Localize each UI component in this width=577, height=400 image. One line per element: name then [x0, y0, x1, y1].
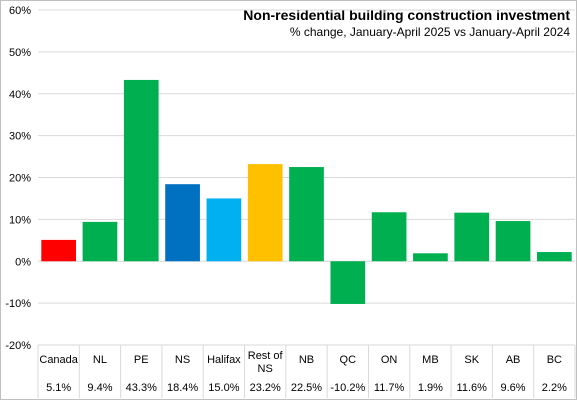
bar [247, 164, 283, 262]
bar [454, 212, 490, 262]
value-label: 9.6% [500, 382, 525, 394]
bar [536, 252, 572, 262]
bar [206, 198, 242, 262]
value-label: 1.9% [418, 382, 443, 394]
category-label: BC [547, 354, 562, 366]
y-tick-label: 0% [15, 256, 31, 268]
y-tick-label: 30% [9, 131, 31, 143]
category-label: Halifax [207, 354, 241, 366]
bar [289, 167, 324, 262]
category-label: NL [93, 354, 107, 366]
bar [371, 212, 407, 262]
y-tick-label: 10% [9, 214, 31, 226]
category-label: Rest of [248, 350, 284, 362]
value-label: 11.6% [457, 382, 488, 394]
category-label: PE [134, 354, 149, 366]
chart-title: Non-residential building construction in… [243, 7, 570, 23]
y-tick-label: 20% [9, 173, 31, 185]
value-label: 22.5% [291, 382, 322, 394]
category-label: NB [299, 354, 314, 366]
value-label: 18.4% [167, 382, 198, 394]
category-label: Canada [39, 354, 78, 366]
category-label: AB [506, 354, 521, 366]
y-tick-label: 50% [9, 47, 31, 59]
bar [41, 239, 77, 262]
y-tick-label: -20% [5, 340, 31, 352]
value-label: 9.4% [87, 382, 112, 394]
value-label: -10.2% [330, 382, 365, 394]
y-tick-label: 40% [9, 89, 31, 101]
y-tick-label: -10% [5, 298, 31, 310]
bar [495, 221, 531, 262]
category-label: QC [340, 354, 357, 366]
category-label: ON [381, 354, 398, 366]
value-label: 5.1% [46, 382, 71, 394]
value-label: 43.3% [126, 382, 157, 394]
bar [165, 184, 200, 262]
bar [330, 261, 366, 304]
value-label: 23.2% [250, 382, 281, 394]
value-label: 15.0% [208, 382, 239, 394]
category-label: MB [422, 354, 439, 366]
chart-subtitle: % change, January-April 2025 vs January-… [289, 25, 570, 39]
category-label: NS [175, 354, 190, 366]
value-label: 11.7% [374, 382, 405, 394]
category-label: SK [464, 354, 479, 366]
value-label: 2.2% [542, 382, 567, 394]
bar [123, 79, 159, 262]
bar [82, 221, 118, 262]
y-tick-label: 60% [9, 5, 31, 17]
category-label-line2: NS [258, 363, 273, 375]
bar [413, 253, 448, 262]
